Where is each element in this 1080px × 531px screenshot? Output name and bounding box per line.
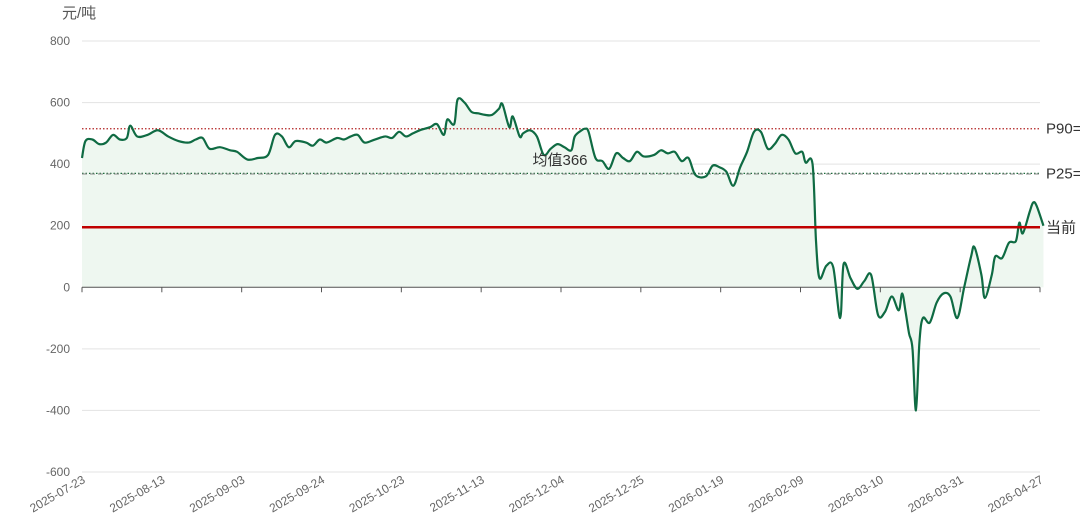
x-tick-label: 2025-10-23 xyxy=(347,472,407,515)
y-tick-label: 600 xyxy=(50,96,70,110)
y-axis-ticks: 800 600 400 200 0 -200 -400 -600 xyxy=(46,34,70,479)
y-tick-label: -600 xyxy=(46,465,70,479)
x-tick-label: 2026-02-09 xyxy=(746,472,806,515)
x-tick-label: 2026-04-27 xyxy=(985,472,1045,515)
y-tick-label: 0 xyxy=(63,280,70,294)
mean-label: 均值366 xyxy=(532,152,587,169)
x-tick-label: 2025-12-25 xyxy=(586,472,646,515)
x-tick-label: 2026-01-19 xyxy=(666,472,726,515)
y-axis-unit: 元/吨 xyxy=(62,5,96,22)
x-tick-label: 2025-11-13 xyxy=(427,472,487,515)
p25-label: P25= xyxy=(1046,165,1080,182)
x-tick-label: 2025-12-04 xyxy=(506,472,566,515)
p90-label: P90= xyxy=(1046,121,1080,138)
series-area xyxy=(82,98,1044,411)
y-tick-label: -200 xyxy=(46,342,70,356)
x-tick-label: 2025-09-03 xyxy=(187,472,247,515)
y-tick-label: 800 xyxy=(50,34,70,48)
x-tick-label: 2026-03-10 xyxy=(826,472,886,515)
current-label: 当前 xyxy=(1046,219,1076,236)
x-tick-label: 2025-08-13 xyxy=(107,472,167,515)
y-tick-label: -400 xyxy=(46,403,70,417)
y-tick-label: 400 xyxy=(50,157,70,171)
y-tick-label: 200 xyxy=(50,219,70,233)
x-axis-ticks: 2025-07-23 2025-08-13 2025-09-03 2025-09-24… xyxy=(27,287,1046,515)
x-tick-label: 2025-09-24 xyxy=(267,472,327,515)
series-line xyxy=(80,97,1045,412)
x-tick-label: 2026-03-31 xyxy=(906,472,966,515)
